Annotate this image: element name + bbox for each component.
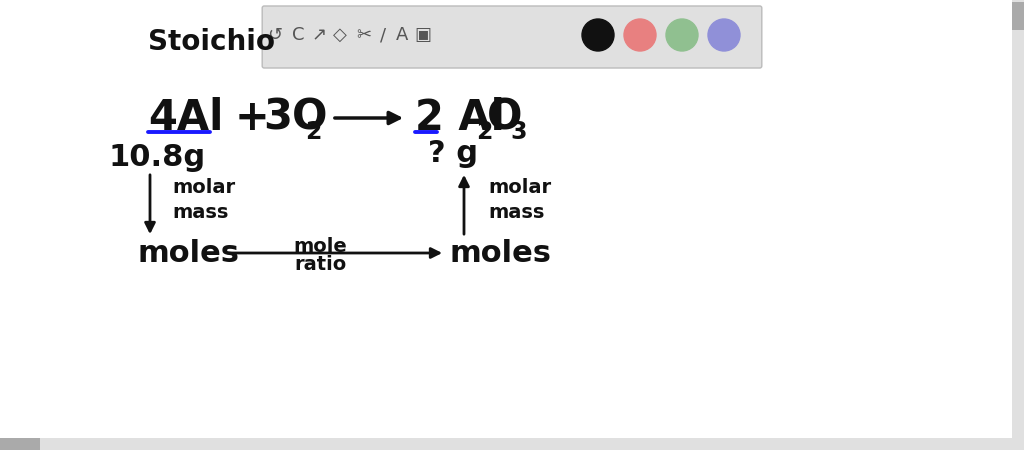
Circle shape (624, 19, 656, 51)
Text: ◇: ◇ (333, 26, 347, 44)
Text: 2 Al: 2 Al (415, 97, 505, 139)
Text: 2: 2 (476, 120, 493, 144)
Text: ? g: ? g (428, 139, 478, 167)
Text: +: + (234, 97, 269, 139)
Text: /: / (380, 26, 386, 44)
Text: Stoichio: Stoichio (148, 28, 275, 56)
FancyBboxPatch shape (262, 6, 762, 68)
Bar (0, 438, 1024, 450)
Text: 4Al: 4Al (148, 97, 223, 139)
Text: ▣: ▣ (415, 26, 431, 44)
Circle shape (708, 19, 740, 51)
Text: moles: moles (450, 238, 552, 267)
Text: moles: moles (138, 238, 240, 267)
Bar (1012, 2, 1024, 30)
Text: ✂: ✂ (356, 26, 371, 44)
Text: 2: 2 (305, 120, 322, 144)
Text: molar
mass: molar mass (172, 178, 236, 222)
Text: ratio: ratio (294, 256, 346, 274)
Bar (0, 438, 40, 450)
Bar (1012, 0, 1024, 450)
Circle shape (666, 19, 698, 51)
Text: 10.8g: 10.8g (108, 144, 205, 172)
Text: 3O: 3O (263, 97, 328, 139)
Text: molar
mass: molar mass (488, 178, 551, 222)
Text: A: A (396, 26, 409, 44)
Text: C: C (292, 26, 304, 44)
Text: O: O (487, 97, 522, 139)
Circle shape (582, 19, 614, 51)
Text: ↗: ↗ (312, 26, 327, 44)
Text: mole: mole (293, 238, 347, 256)
Text: ↺: ↺ (267, 26, 282, 44)
Text: 3: 3 (510, 120, 526, 144)
